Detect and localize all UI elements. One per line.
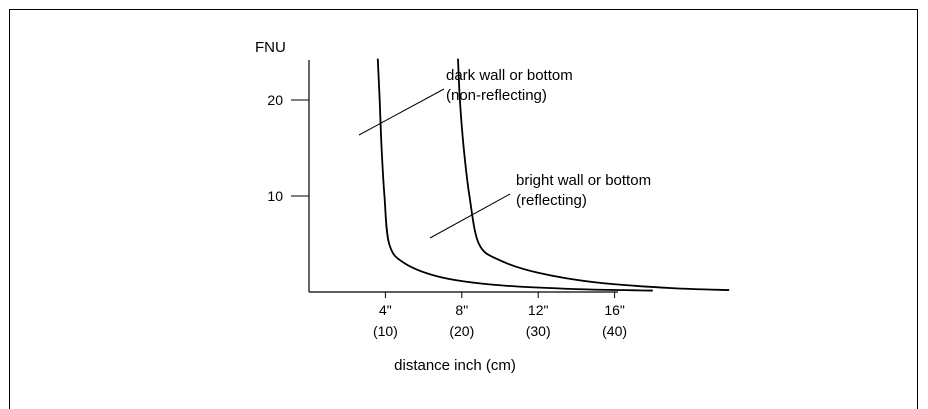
x-tick-label-cm: (30) [526, 323, 551, 339]
turbidity-distance-chart: FNU distance inch (cm) 10 20 4" (10) 8" (20)… [255, 39, 730, 374]
y-tick-label: 10 [267, 188, 283, 204]
figure-frame [9, 9, 918, 409]
annotation-label: (non-reflecting) [446, 87, 547, 104]
x-tick-label-cm: (40) [602, 323, 627, 339]
y-ticks: 10 20 [267, 92, 309, 204]
x-tick-label-inch: 8" [455, 302, 468, 318]
x-tick-label-cm: (10) [373, 323, 398, 339]
annotation-leader-line [429, 193, 511, 239]
x-tick-label-inch: 12" [528, 302, 549, 318]
annotations: dark wall or bottom (non-reflecting) brigh… [358, 67, 651, 239]
series-line-dark-wall [376, 58, 653, 292]
annotation-leader-line [358, 88, 445, 136]
axes: FNU distance inch (cm) [255, 39, 618, 374]
series-line-bright-wall [457, 58, 730, 291]
annotation-label: (reflecting) [516, 192, 587, 209]
x-tick-label-inch: 4" [379, 302, 392, 318]
x-tick-label-inch: 16" [604, 302, 625, 318]
y-axis-label: FNU [255, 39, 286, 56]
x-axis-label: distance inch (cm) [394, 357, 516, 374]
series-lines [376, 58, 730, 292]
annotation-label: bright wall or bottom [516, 172, 651, 189]
x-ticks: 4" (10) 8" (20) 12" (30) 16" (40) [373, 292, 627, 339]
y-tick-label: 20 [267, 92, 283, 108]
annotation-label: dark wall or bottom [446, 67, 573, 84]
x-tick-label-cm: (20) [449, 323, 474, 339]
